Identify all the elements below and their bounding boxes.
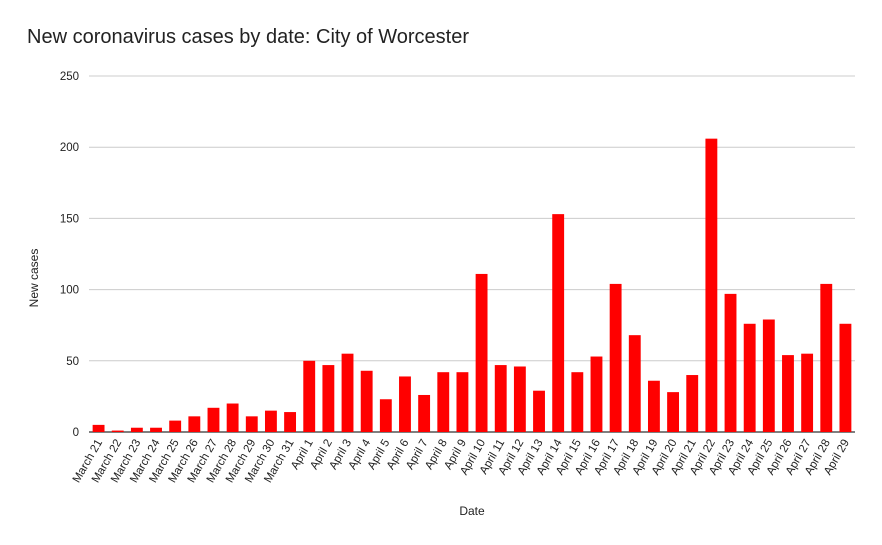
bar	[609, 283, 622, 432]
bar	[667, 392, 680, 432]
bar	[245, 416, 258, 432]
bar	[801, 353, 814, 432]
bar	[590, 356, 603, 432]
bar	[571, 372, 584, 432]
bar	[686, 375, 699, 432]
bar	[456, 372, 469, 432]
chart-title: New coronavirus cases by date: City of W…	[27, 26, 470, 48]
bar	[628, 335, 641, 432]
y-tick-label: 250	[60, 71, 79, 83]
bar	[475, 273, 488, 432]
bar	[820, 283, 833, 432]
bar	[130, 427, 143, 432]
bar	[341, 353, 354, 432]
bar	[264, 410, 277, 432]
bar	[379, 399, 392, 432]
bar	[839, 323, 852, 432]
bar	[552, 214, 565, 432]
y-tick-label: 50	[66, 356, 79, 368]
bar	[705, 138, 718, 432]
bar	[322, 365, 335, 432]
bar	[188, 416, 201, 432]
bar	[111, 430, 124, 432]
bar	[743, 323, 756, 432]
bar	[418, 394, 431, 432]
gridlines	[89, 75, 855, 433]
bar	[762, 319, 775, 432]
y-tick-label: 100	[60, 285, 79, 297]
y-tick-labels: 0 50 100 150 200 250	[60, 71, 79, 439]
y-axis-label: New cases	[27, 249, 41, 308]
bar	[169, 420, 182, 432]
bar	[437, 372, 450, 432]
bar	[360, 370, 373, 432]
bar	[724, 293, 737, 432]
bar	[150, 427, 162, 432]
bar	[303, 360, 316, 432]
bars	[92, 138, 852, 432]
y-tick-label: 200	[60, 142, 79, 154]
y-tick-label: 0	[73, 427, 79, 439]
bar	[647, 380, 660, 432]
bar	[782, 355, 794, 432]
bar	[399, 376, 411, 432]
bar	[207, 407, 220, 432]
bar	[92, 424, 105, 432]
bar	[494, 365, 507, 432]
bar	[533, 390, 545, 432]
bar	[513, 366, 526, 432]
bar	[226, 403, 239, 432]
x-axis-label: Date	[459, 504, 485, 518]
y-tick-label: 150	[60, 213, 79, 225]
bar	[284, 412, 297, 432]
